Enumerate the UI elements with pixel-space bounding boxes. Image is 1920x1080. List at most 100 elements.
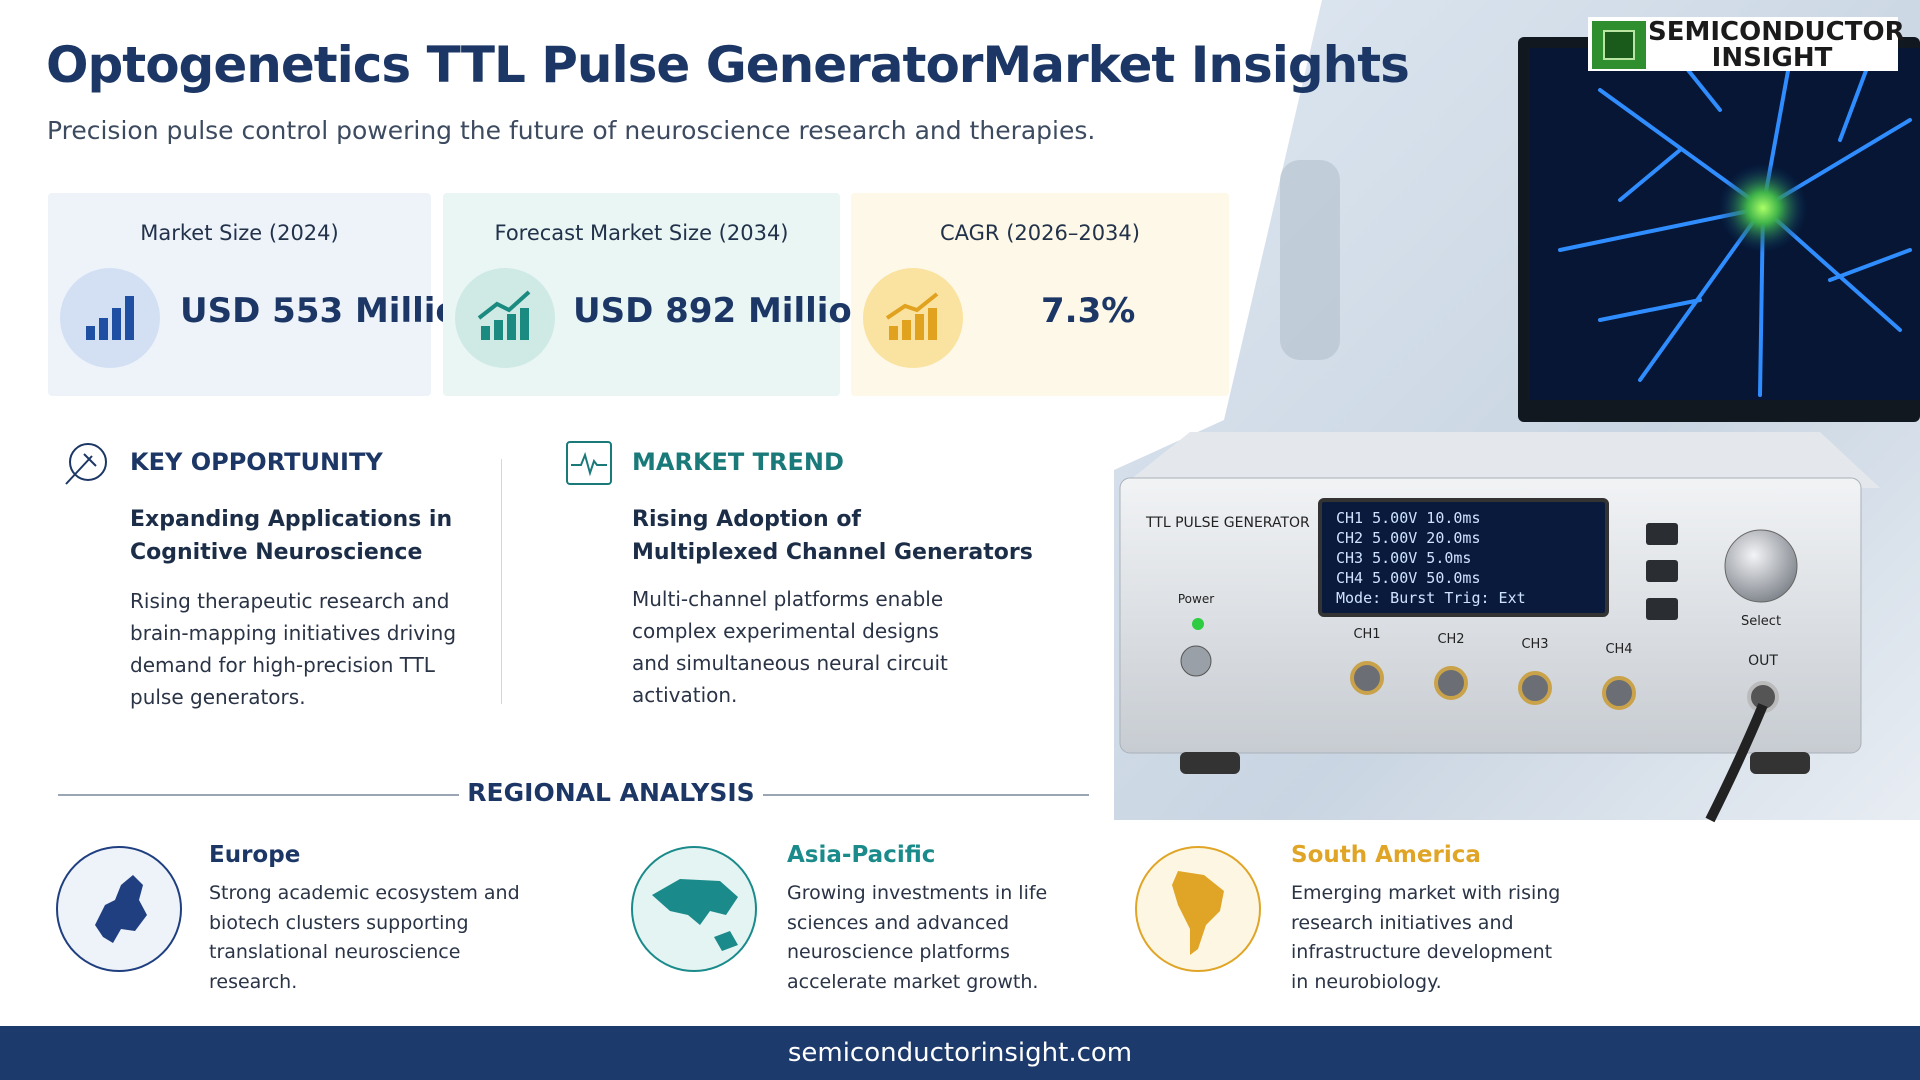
subheading-line: Multiplexed Channel Generators (632, 540, 1033, 565)
trend-icon (566, 441, 612, 485)
region-body: Growing investments in life sciences and… (787, 879, 1047, 997)
subtitle: Precision pulse control powering the fut… (47, 116, 1096, 145)
device-button[interactable] (1646, 598, 1678, 620)
growth-icon (885, 292, 939, 340)
section-heading: MARKET TREND (632, 448, 844, 476)
bars-icon (86, 296, 134, 340)
body-line: Emerging market with rising (1291, 882, 1561, 904)
stat-icon (863, 268, 963, 368)
body-line: research initiatives and (1291, 911, 1514, 934)
stat-label: CAGR (2026–2034) (940, 221, 1140, 245)
stat-value: USD 892 Million (573, 291, 876, 331)
south-america-map (1135, 846, 1261, 972)
stat-value: 7.3% (1041, 291, 1136, 331)
region-name: Europe (209, 842, 301, 868)
divider (501, 459, 502, 704)
out-label: OUT (1748, 653, 1778, 669)
screen-line: Mode: Burst Trig: Ext (1336, 589, 1526, 607)
logo-icon (1592, 21, 1646, 69)
body-line: infrastructure development (1291, 941, 1553, 963)
europe-map (56, 846, 182, 972)
logo-line: INSIGHT (1711, 43, 1833, 73)
stat-icon (60, 268, 160, 368)
select-label: Select (1741, 614, 1781, 629)
section-body: Rising therapeutic research and brain-ma… (130, 585, 456, 713)
section-body: Multi-channel platforms enable complex e… (632, 583, 948, 711)
device-top (1120, 432, 1880, 488)
section-subheading: Rising Adoption of Multiplexed Channel G… (632, 503, 1033, 569)
stat-icon (455, 268, 555, 368)
body-line: neuroscience platforms (787, 941, 1010, 963)
bnc-connector (1434, 666, 1468, 700)
neuron (1558, 58, 1912, 397)
body-line: in neurobiology. (1291, 970, 1442, 993)
body-line: activation. (632, 683, 738, 707)
select-knob[interactable] (1724, 529, 1798, 603)
title: Optogenetics TTL Pulse GeneratorMarket I… (46, 36, 1410, 94)
power-button[interactable] (1180, 645, 1212, 677)
device-foot (1750, 752, 1810, 774)
stat-card: CAGR (2026–2034) 7.3% (851, 193, 1229, 396)
microscope-blur (1280, 160, 1340, 360)
asia-map (631, 846, 757, 972)
bnc-connector (1350, 661, 1384, 695)
screen-text: CH1 5.00V 10.0ms CH2 5.00V 20.0ms CH3 5.00… (1336, 509, 1526, 607)
body-line: and simultaneous neural circuit (632, 651, 948, 675)
channel-label: CH1 (1353, 627, 1380, 642)
footer: semiconductorinsight.com (0, 1026, 1920, 1080)
body-line: complex experimental designs (632, 619, 939, 643)
subheading-line: Expanding Applications in (130, 507, 453, 532)
screen-line: CH2 5.00V 20.0ms (1336, 529, 1481, 547)
region-name: Asia-Pacific (787, 842, 936, 868)
stat-card: Market Size (2024) USD 553 Million (48, 193, 483, 396)
neuron-soma (1718, 163, 1808, 253)
region-body: Strong academic ecosystem and biotech cl… (209, 879, 520, 997)
body-line: Multi-channel platforms enable (632, 587, 944, 611)
growth-icon (477, 290, 531, 340)
screen-line: CH4 5.00V 50.0ms (1336, 569, 1481, 587)
hero-image: TTL PULSE GENERATOR CH1 5.00V 10.0ms CH2 … (1114, 0, 1920, 823)
channel-group: CH1 CH2 CH3 CH4 (1350, 627, 1636, 710)
body-line: sciences and advanced (787, 911, 1010, 934)
rule (58, 794, 459, 796)
cable (1705, 703, 1768, 823)
screen-line: CH1 5.00V 10.0ms (1336, 509, 1481, 527)
screen-line: CH3 5.00V 5.0ms (1336, 549, 1471, 567)
stat-card: Forecast Market Size (2034) USD 892 Mill… (443, 193, 876, 396)
body-line: translational neuroscience (209, 941, 461, 963)
stat-value: USD 553 Million (180, 291, 483, 331)
body-line: Rising therapeutic research and (130, 589, 450, 613)
logo-text: SEMICONDUCTOR INSIGHT (1648, 17, 1905, 73)
body-line: brain-mapping initiatives driving (130, 621, 457, 645)
device-button[interactable] (1646, 560, 1678, 582)
subheading-line: Cognitive Neuroscience (130, 540, 423, 565)
device-button[interactable] (1646, 523, 1678, 545)
body-line: Growing investments in life (787, 882, 1048, 904)
stat-label: Market Size (2024) (140, 221, 339, 245)
device-foot (1180, 752, 1240, 774)
logo: SEMICONDUCTOR INSIGHT (1588, 17, 1905, 73)
bnc-connector (1518, 671, 1552, 705)
body-line: biotech clusters supporting (209, 911, 469, 934)
logo-line: SEMICONDUCTOR (1648, 17, 1905, 47)
region-name: South America (1291, 842, 1481, 868)
section-subheading: Expanding Applications in Cognitive Neur… (130, 503, 452, 569)
body-line: demand for high-precision TTL (130, 653, 435, 677)
body-line: pulse generators. (130, 685, 306, 709)
section-heading: REGIONAL ANALYSIS (467, 778, 755, 807)
section-heading: KEY OPPORTUNITY (130, 448, 383, 476)
opportunity-icon (65, 443, 107, 485)
bnc-connector (1602, 676, 1636, 710)
footer-url[interactable]: semiconductorinsight.com (787, 1038, 1133, 1068)
channel-label: CH4 (1605, 642, 1632, 657)
channel-label: CH2 (1437, 632, 1464, 647)
region-body: Emerging market with rising research ini… (1291, 879, 1560, 997)
power-led (1192, 618, 1204, 630)
body-line: research. (209, 970, 298, 993)
device-screen (1318, 498, 1609, 617)
device-label: TTL PULSE GENERATOR (1145, 515, 1310, 531)
body-line: accelerate market growth. (787, 970, 1039, 993)
rule (763, 794, 1089, 796)
